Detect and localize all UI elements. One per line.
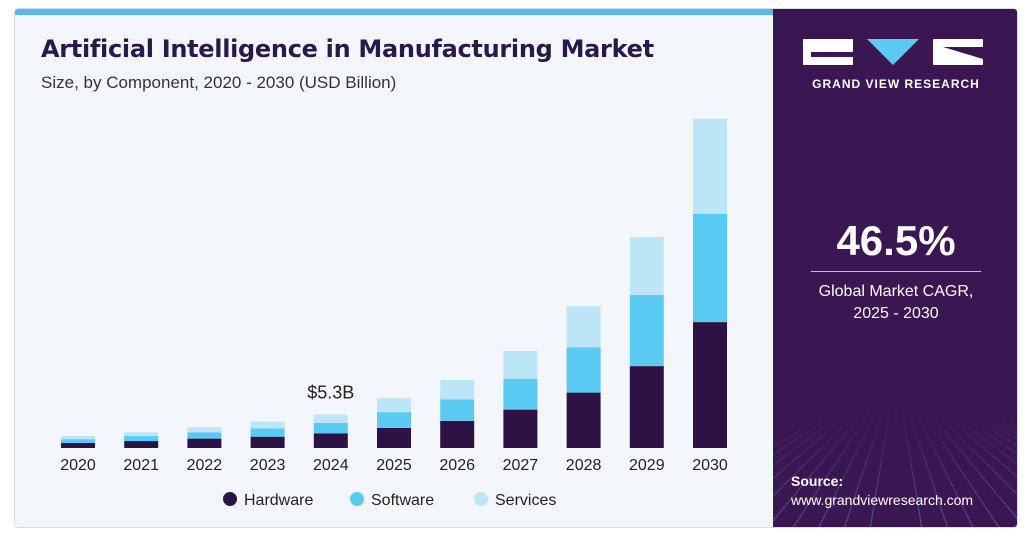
infographic-card: Artificial Intelligence in Manufacturing… xyxy=(14,8,1018,528)
x-tick-label-2025: 2025 xyxy=(376,457,412,474)
brand-sidebar: GRAND VIEW RESEARCH 46.5% Global Market … xyxy=(773,9,1017,527)
x-tick-label-2022: 2022 xyxy=(187,457,223,474)
bar-hardware-2028 xyxy=(566,392,601,448)
cagr-label: Global Market CAGR, 2025 - 2030 xyxy=(773,281,1017,325)
top-accent-stripe xyxy=(15,9,773,15)
bar-hardware-2030 xyxy=(693,322,727,448)
bar-hardware-2026 xyxy=(440,420,475,448)
annotation-2024: $5.3B xyxy=(307,383,354,403)
cagr-divider xyxy=(811,271,981,272)
annotations: $5.3B xyxy=(307,383,354,403)
bars-layer xyxy=(61,118,727,448)
bar-hardware-2023 xyxy=(250,436,285,448)
bar-services-2020 xyxy=(61,436,95,440)
bar-software-2022 xyxy=(187,432,222,439)
x-tick-label-2020: 2020 xyxy=(60,457,96,474)
cagr-label-line1: Global Market CAGR, xyxy=(818,283,974,300)
brand-name: GRAND VIEW RESEARCH xyxy=(812,77,980,91)
x-tick-label-2023: 2023 xyxy=(250,457,286,474)
bar-services-2027 xyxy=(503,351,538,379)
bar-software-2025 xyxy=(377,412,411,428)
bar-software-2020 xyxy=(61,439,95,443)
chart-title: Artificial Intelligence in Manufacturing… xyxy=(41,35,654,63)
bar-services-2021 xyxy=(124,432,159,437)
bar-services-2024 xyxy=(313,414,348,423)
chart-subtitle: Size, by Component, 2020 - 2030 (USD Bil… xyxy=(41,73,397,92)
bar-hardware-2021 xyxy=(124,441,159,448)
bar-hardware-2027 xyxy=(503,409,538,448)
bar-hardware-2025 xyxy=(377,427,411,448)
x-tick-label-2024: 2024 xyxy=(313,457,349,474)
source-label: Source: xyxy=(791,473,844,489)
cagr-label-line2: 2025 - 2030 xyxy=(853,305,939,322)
bar-software-2026 xyxy=(440,399,475,421)
chart-panel: Artificial Intelligence in Manufacturing… xyxy=(15,9,773,527)
bar-services-2029 xyxy=(629,237,664,295)
legend-label-services: Services xyxy=(495,492,556,509)
x-tick-label-2026: 2026 xyxy=(439,457,475,474)
x-tick-label-2030: 2030 xyxy=(692,457,728,474)
bar-services-2028 xyxy=(566,306,601,348)
bar-hardware-2029 xyxy=(629,366,664,448)
legend-label-hardware: Hardware xyxy=(244,492,313,509)
x-tick-label-2029: 2029 xyxy=(629,457,665,474)
legend-swatch-hardware xyxy=(223,492,237,506)
bar-hardware-2022 xyxy=(187,438,222,448)
cagr-value: 46.5% xyxy=(836,217,956,264)
legend-swatch-software xyxy=(350,492,364,506)
bar-services-2026 xyxy=(440,380,475,400)
bar-services-2025 xyxy=(377,398,411,413)
legend-swatch-services xyxy=(474,492,488,506)
bar-software-2027 xyxy=(503,378,538,410)
bar-software-2029 xyxy=(629,295,664,367)
grand-view-research-logo xyxy=(803,39,983,65)
bar-software-2023 xyxy=(250,428,285,437)
bar-services-2022 xyxy=(187,427,222,433)
x-tick-label-2028: 2028 xyxy=(566,457,602,474)
source-link[interactable]: www.grandviewresearch.com xyxy=(791,492,974,508)
x-tick-label-2027: 2027 xyxy=(503,457,539,474)
bar-services-2030 xyxy=(693,118,727,214)
bar-software-2021 xyxy=(124,436,159,441)
decorative-grid-background xyxy=(773,409,1017,527)
x-axis-labels: 2020 2021 2022 2023 2024 2025 2026 2027 2028 2029… xyxy=(60,457,728,474)
bar-software-2028 xyxy=(566,347,601,393)
chart-legend: Hardware Software Services xyxy=(223,492,556,509)
bar-hardware-2020 xyxy=(61,443,95,448)
bar-software-2030 xyxy=(693,213,727,323)
stacked-bar-chart: 2020 2021 2022 2023 2024 2025 2026 2027 2028 2029… xyxy=(60,118,728,509)
bar-hardware-2024 xyxy=(313,433,348,448)
bar-services-2023 xyxy=(250,421,285,429)
x-tick-label-2021: 2021 xyxy=(123,457,159,474)
bar-software-2024 xyxy=(313,422,348,434)
legend-label-software: Software xyxy=(371,492,434,509)
